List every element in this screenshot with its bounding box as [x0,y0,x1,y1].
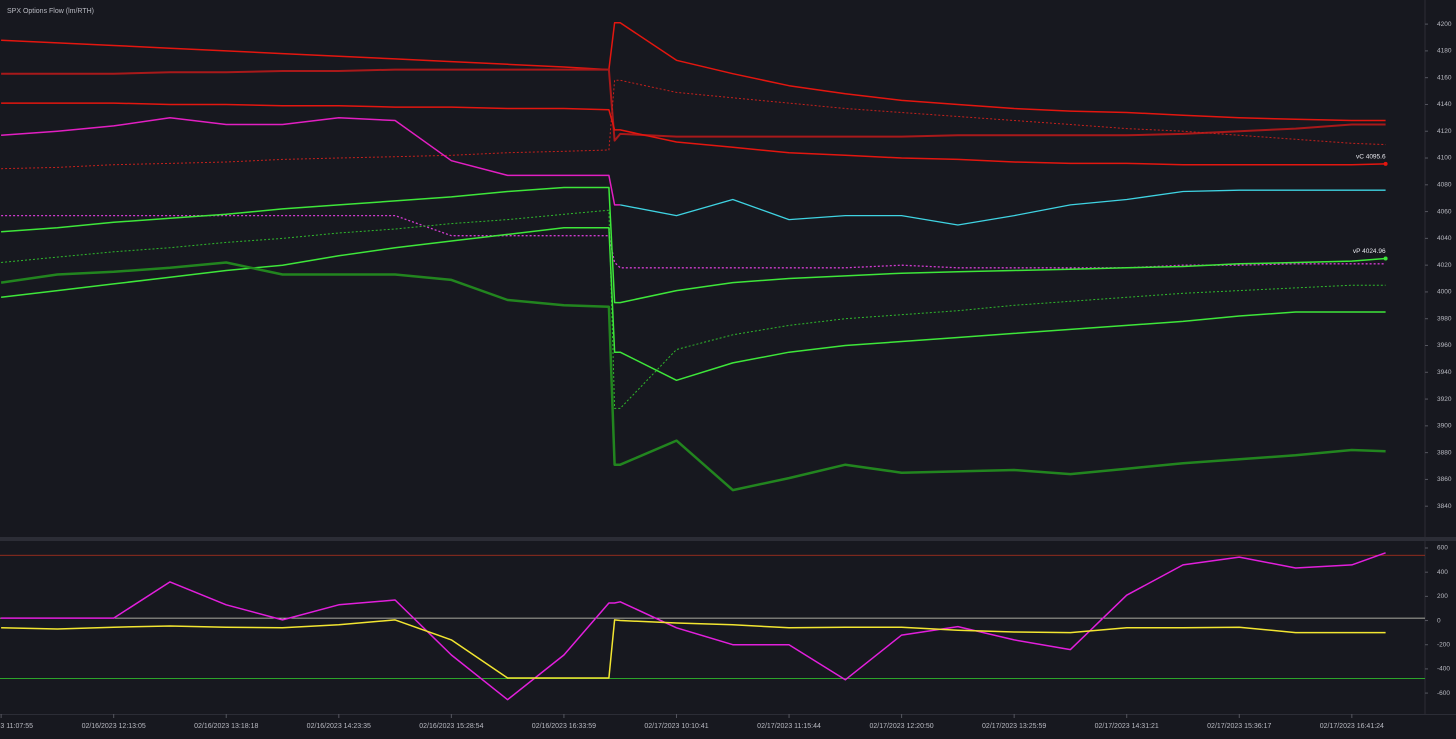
x-tick-label: 02/17/2023 11:15:44 [757,723,821,730]
x-tick-label: 02/17/2023 10:10:41 [644,723,708,730]
x-tick-label: 02/16/2023 11:07:55 [0,723,33,730]
series-line [1,552,1386,701]
y-tick-label: 3920 [1437,396,1452,403]
x-tick-label: 02/17/2023 15:36:17 [1207,723,1271,730]
y-tick-label: 0 [1437,617,1441,624]
y-tick-label: 600 [1437,545,1448,552]
y-tick-label: 3900 [1437,423,1452,430]
series-line [1,619,1386,679]
y-tick-label: 3980 [1437,315,1452,322]
series-line [1,209,1386,409]
y-tick-label: -200 [1437,641,1450,648]
y-tick-label: 4100 [1437,155,1452,162]
series-line [620,189,1386,226]
y-tick-label: 3880 [1437,449,1452,456]
x-tick-label: 02/16/2023 16:33:59 [532,723,596,730]
y-tick-label: 4020 [1437,262,1452,269]
x-tick-label: 02/17/2023 16:41:24 [1320,723,1384,730]
x-tick-label: 02/16/2023 12:13:05 [82,723,146,730]
y-tick-label: 4060 [1437,208,1452,215]
y-tick-label: -400 [1437,666,1450,673]
axis-divider [0,714,1456,715]
panel-divider [0,537,1456,541]
x-tick-label: 02/17/2023 12:20:50 [869,723,933,730]
end-label: vP 4024.96 [1353,248,1386,255]
end-label: vC 4095.6 [1356,154,1386,161]
x-tick-label: 02/16/2023 14:23:35 [307,723,371,730]
y-tick-label: 3860 [1437,476,1452,483]
y-tick-label: 4200 [1437,21,1452,28]
end-marker [1383,161,1388,166]
x-tick-label: 02/17/2023 14:31:21 [1095,723,1159,730]
series-line [1,79,1386,170]
y-tick-label: 4080 [1437,182,1452,189]
y-tick-label: 4120 [1437,128,1452,135]
y-tick-label: 200 [1437,593,1448,600]
x-tick-label: 02/16/2023 13:18:18 [194,723,258,730]
end-marker [1383,256,1388,261]
x-tick-label: 02/17/2023 13:25:59 [982,723,1046,730]
x-tick-label: 02/16/2023 15:28:54 [419,723,483,730]
y-tick-label: -600 [1437,690,1450,697]
y-tick-label: 4180 [1437,48,1452,55]
y-tick-label: 3940 [1437,369,1452,376]
series-line [1,186,1386,304]
series-line [0,261,1386,492]
series-line [1,102,1386,166]
series-line [1,22,1386,122]
y-tick-label: 3840 [1437,503,1452,510]
y-tick-label: 3960 [1437,342,1452,349]
y-tick-label: 4160 [1437,74,1452,81]
series-line [1,117,621,206]
y-tick-label: 4040 [1437,235,1452,242]
y-tick-label: 400 [1437,569,1448,576]
y-tick-label: 4000 [1437,289,1452,296]
y-tick-label: 4140 [1437,101,1452,108]
chart-title: SPX Options Flow (lm/RTH) [7,8,94,15]
